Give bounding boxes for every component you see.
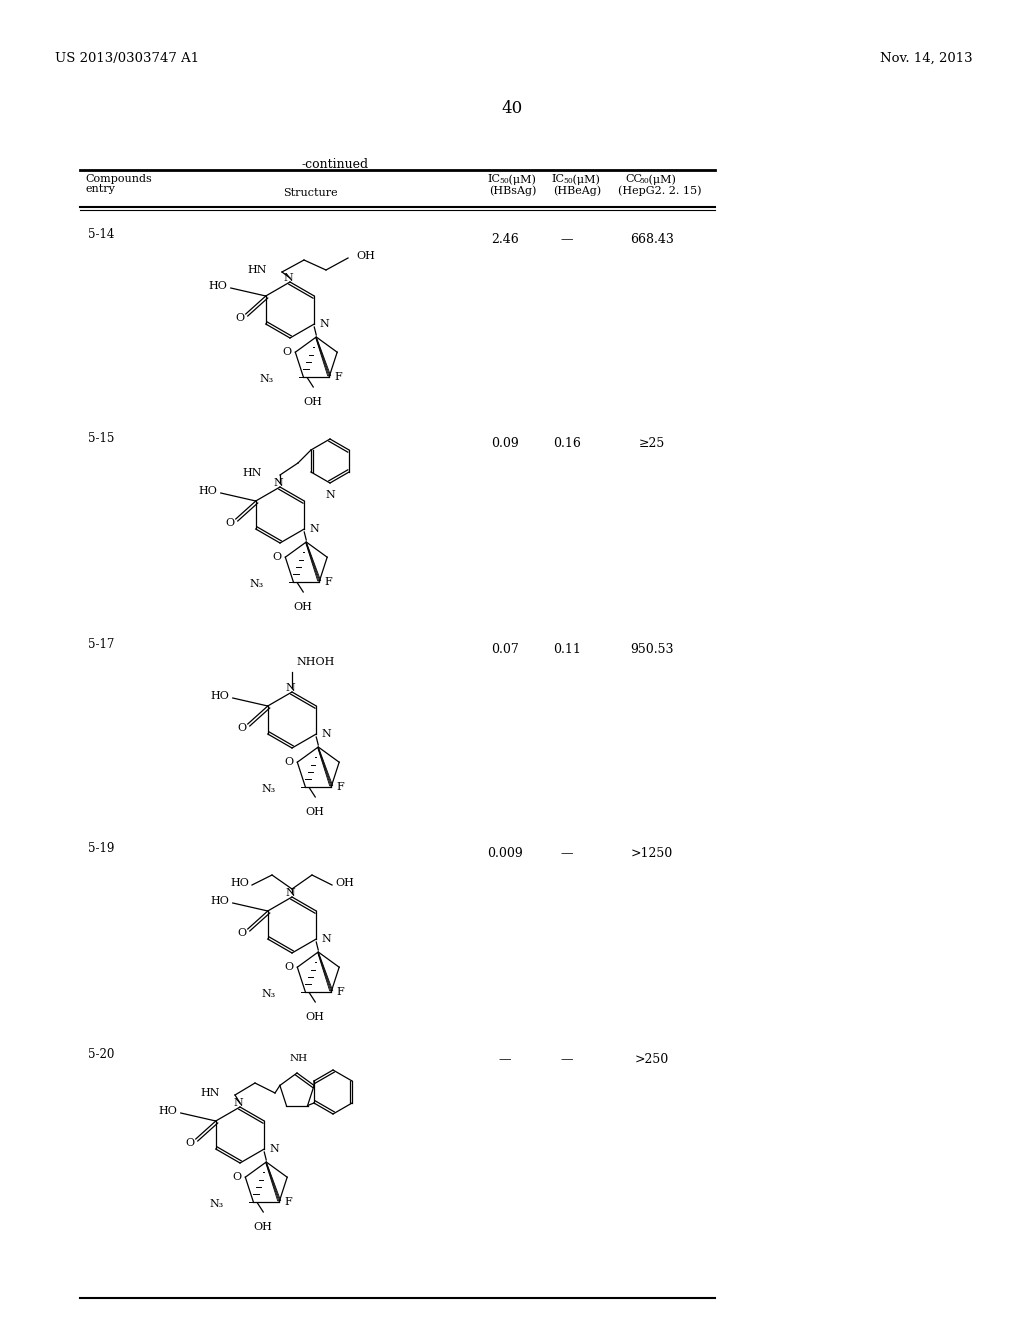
Text: O: O [238, 928, 247, 939]
Text: HN: HN [248, 265, 267, 275]
Text: HO: HO [211, 896, 229, 906]
Text: O: O [272, 552, 282, 562]
Text: F: F [334, 372, 342, 381]
Text: 50: 50 [639, 177, 649, 185]
Text: (HepG2. 2. 15): (HepG2. 2. 15) [618, 185, 701, 195]
Text: N₃: N₃ [261, 784, 275, 793]
Text: Structure: Structure [283, 187, 337, 198]
Text: O: O [225, 517, 234, 528]
Text: 5-19: 5-19 [88, 842, 115, 855]
Text: US 2013/0303747 A1: US 2013/0303747 A1 [55, 51, 199, 65]
Text: N: N [233, 1098, 243, 1107]
Text: (HBsAg): (HBsAg) [489, 185, 537, 195]
Text: F: F [325, 577, 332, 587]
Text: —: — [561, 847, 573, 861]
Text: OH: OH [306, 1012, 325, 1022]
Text: N: N [285, 888, 295, 898]
Text: N₃: N₃ [261, 989, 275, 999]
Text: F: F [336, 781, 344, 792]
Text: O: O [285, 758, 294, 767]
Text: N: N [285, 682, 295, 693]
Text: N₃: N₃ [259, 374, 273, 384]
Text: (μM): (μM) [645, 174, 676, 185]
Text: HO: HO [199, 486, 218, 496]
Text: O: O [285, 962, 294, 973]
Text: OH: OH [294, 602, 312, 612]
Text: 0.09: 0.09 [492, 437, 519, 450]
Text: (HBeAg): (HBeAg) [553, 185, 601, 195]
Text: 950.53: 950.53 [630, 643, 674, 656]
Text: OH: OH [306, 807, 325, 817]
Text: N: N [322, 935, 331, 944]
Text: 2.46: 2.46 [492, 234, 519, 246]
Text: N: N [326, 490, 335, 500]
Text: IC: IC [487, 174, 500, 183]
Text: HO: HO [230, 878, 249, 888]
Text: (μM): (μM) [569, 174, 600, 185]
Text: N: N [269, 1144, 279, 1154]
Text: N: N [283, 273, 293, 282]
Text: HO: HO [209, 281, 227, 290]
Text: 5-20: 5-20 [88, 1048, 115, 1061]
Text: N₃: N₃ [209, 1199, 223, 1209]
Text: entry: entry [85, 183, 115, 194]
Text: ≥25: ≥25 [639, 437, 666, 450]
Text: O: O [238, 723, 247, 733]
Text: HN: HN [243, 469, 262, 478]
Text: OH: OH [356, 251, 375, 261]
Text: Compounds: Compounds [85, 174, 152, 183]
Text: F: F [285, 1197, 292, 1206]
Text: >250: >250 [635, 1053, 669, 1067]
Text: HO: HO [159, 1106, 177, 1115]
Text: N: N [319, 319, 329, 329]
Text: O: O [236, 313, 245, 323]
Text: CC: CC [625, 174, 642, 183]
Text: 40: 40 [502, 100, 522, 117]
Text: -continued: -continued [301, 158, 369, 172]
Text: OH: OH [254, 1222, 272, 1232]
Text: N₃: N₃ [249, 578, 263, 589]
Text: (μM): (μM) [505, 174, 536, 185]
Text: Nov. 14, 2013: Nov. 14, 2013 [880, 51, 973, 65]
Text: O: O [185, 1138, 195, 1148]
Text: 668.43: 668.43 [630, 234, 674, 246]
Text: N: N [309, 524, 319, 535]
Text: HO: HO [211, 690, 229, 701]
Text: N: N [322, 729, 331, 739]
Text: 0.11: 0.11 [553, 643, 581, 656]
Text: O: O [232, 1172, 242, 1183]
Text: 5-15: 5-15 [88, 432, 115, 445]
Text: 0.009: 0.009 [487, 847, 523, 861]
Text: HN: HN [201, 1088, 220, 1098]
Text: IC: IC [551, 174, 564, 183]
Text: —: — [499, 1053, 511, 1067]
Text: NHOH: NHOH [296, 657, 335, 667]
Text: F: F [336, 987, 344, 997]
Text: >1250: >1250 [631, 847, 673, 861]
Text: 5-14: 5-14 [88, 228, 115, 242]
Text: O: O [283, 347, 292, 358]
Text: 0.07: 0.07 [492, 643, 519, 656]
Text: 0.16: 0.16 [553, 437, 581, 450]
Text: OH: OH [304, 397, 323, 407]
Text: NH: NH [290, 1053, 308, 1063]
Text: 50: 50 [563, 177, 572, 185]
Text: —: — [561, 1053, 573, 1067]
Text: —: — [561, 234, 573, 246]
Text: N: N [273, 478, 283, 488]
Text: 5-17: 5-17 [88, 638, 115, 651]
Text: 50: 50 [499, 177, 509, 185]
Text: OH: OH [335, 878, 354, 888]
